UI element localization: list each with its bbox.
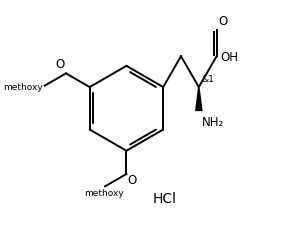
Text: O: O bbox=[219, 15, 228, 28]
Polygon shape bbox=[195, 87, 203, 111]
Text: methoxy: methoxy bbox=[3, 82, 42, 92]
Text: O: O bbox=[128, 174, 137, 187]
Text: HCl: HCl bbox=[153, 192, 177, 206]
Text: &1: &1 bbox=[202, 75, 214, 84]
Text: OH: OH bbox=[220, 51, 238, 64]
Text: O: O bbox=[55, 58, 65, 71]
Text: NH₂: NH₂ bbox=[202, 116, 224, 129]
Text: methoxy: methoxy bbox=[84, 189, 123, 198]
